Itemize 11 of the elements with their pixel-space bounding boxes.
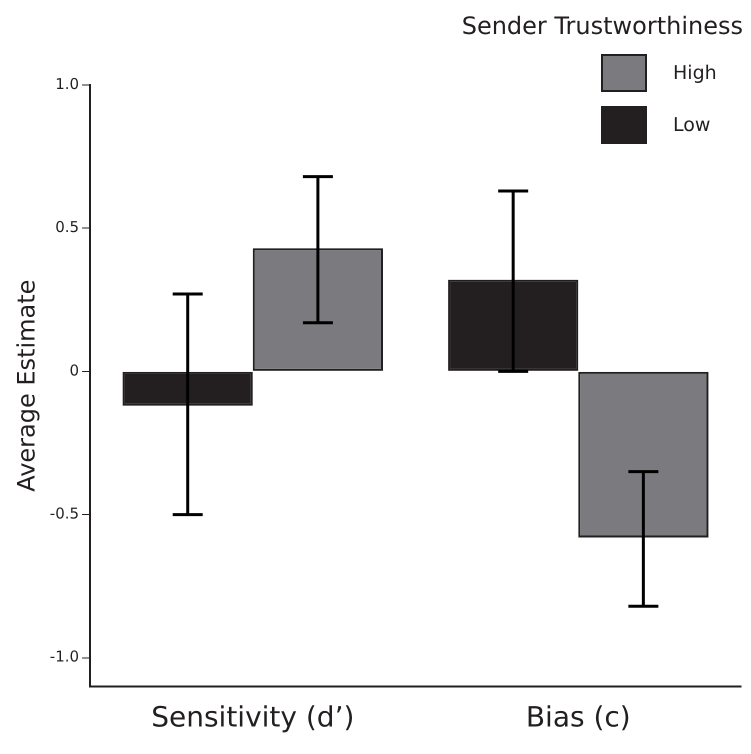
y-tick-label: 1.0 xyxy=(55,74,80,93)
y-tick-label: -1.0 xyxy=(50,648,80,666)
x-tick-label: Sensitivity (d’) xyxy=(151,700,354,734)
y-tick-label: 0.5 xyxy=(55,218,80,236)
y-tick-label: -0.5 xyxy=(50,504,80,522)
legend-title: Sender Trustworthiness xyxy=(460,12,743,40)
y-axis-title: Average Estimate xyxy=(12,280,41,492)
y-tick-label: 0 xyxy=(70,361,80,380)
legend-label: High xyxy=(673,62,718,84)
x-tick-label: Bias (c) xyxy=(526,700,631,734)
legend-label: Low xyxy=(673,114,712,136)
